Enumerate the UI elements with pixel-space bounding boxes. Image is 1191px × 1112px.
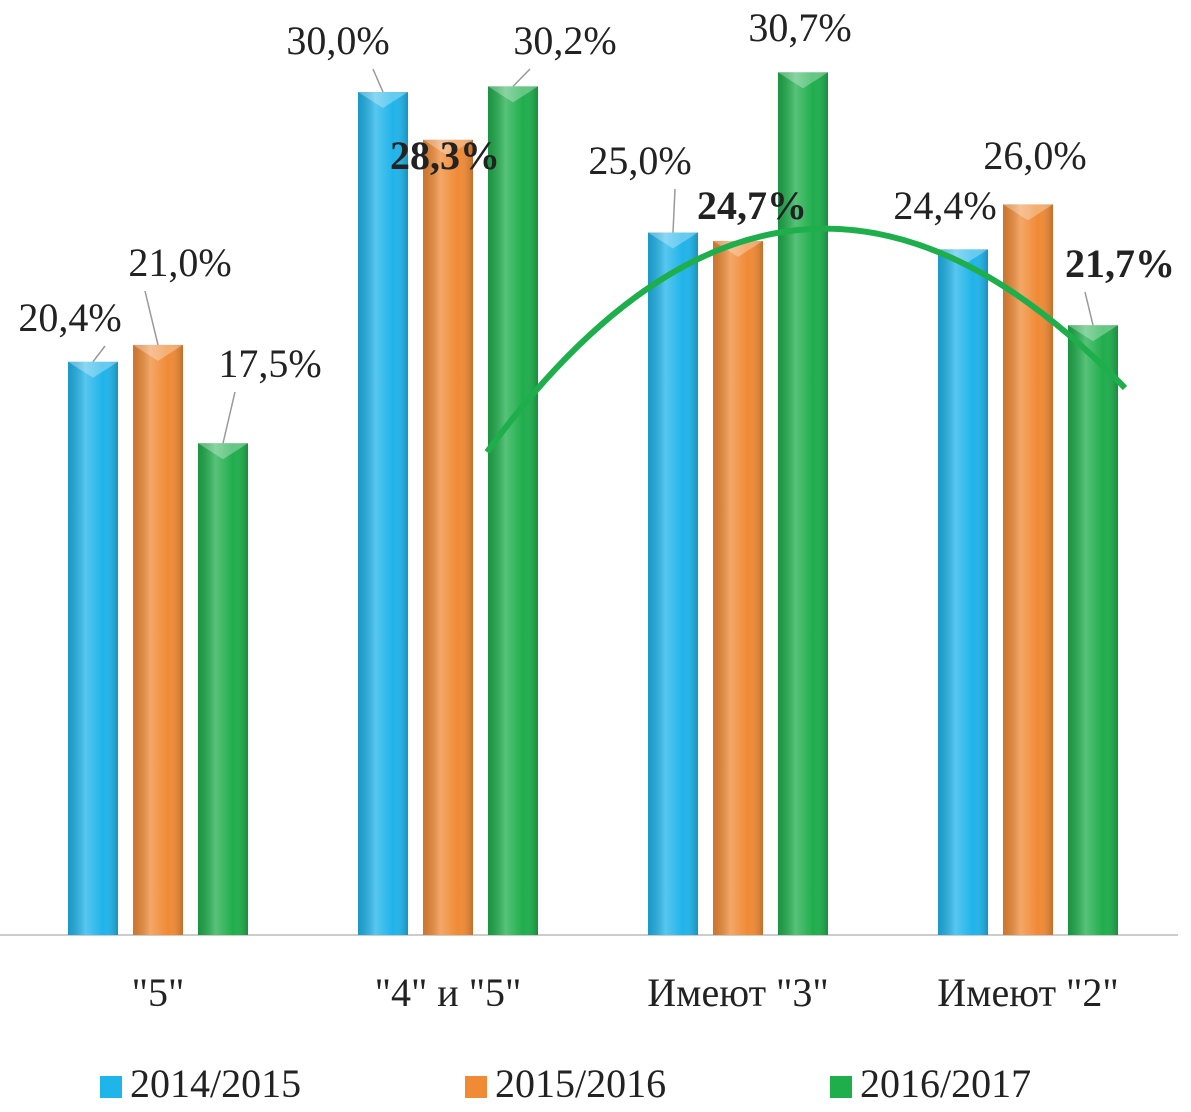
- bar-shine: [133, 344, 183, 935]
- data-label: 24,4%: [893, 183, 996, 228]
- bar-shine: [488, 86, 538, 935]
- leader-line: [1084, 291, 1094, 326]
- bar-cap: [1003, 204, 1053, 221]
- bar-shine: [198, 443, 248, 935]
- bar-shine: [778, 72, 828, 935]
- data-label: 24,7%: [697, 183, 807, 228]
- bar-shine: [713, 240, 763, 935]
- bar-cap: [198, 443, 248, 460]
- data-label: 30,0%: [286, 18, 389, 63]
- bar-shine: [1003, 204, 1053, 935]
- x-tick-label: Имеют "3": [647, 970, 828, 1015]
- bar-shine: [648, 232, 698, 935]
- leader-line: [222, 391, 236, 444]
- leader-line: [372, 68, 384, 93]
- data-label: 20,4%: [18, 295, 121, 340]
- bar-cap: [68, 361, 118, 378]
- leader-line: [144, 290, 159, 346]
- leader-line: [512, 68, 531, 87]
- bar-cap: [648, 232, 698, 249]
- trend-line: [484, 225, 1128, 454]
- legend-label: 2016/2017: [860, 1061, 1031, 1106]
- bar-cap: [778, 72, 828, 89]
- bar-cap: [423, 139, 473, 156]
- bar-shine: [938, 249, 988, 936]
- x-tick-label: "5": [132, 970, 185, 1015]
- bar-cap: [358, 92, 408, 108]
- bar-shine: [68, 361, 118, 935]
- data-label: 21,0%: [128, 240, 231, 285]
- legend-label: 2015/2016: [495, 1061, 666, 1106]
- data-label: 21,7%: [1065, 241, 1175, 286]
- bar-shine: [358, 92, 408, 935]
- data-label: 30,7%: [748, 5, 851, 50]
- x-tick-label: Имеют "2": [937, 970, 1118, 1015]
- labels: 20,4% 30,0% 25,0% 24,4% 21,0% 28,3% 24,7% 26,0%…: [18, 5, 1175, 1106]
- bar-cap: [1068, 325, 1118, 342]
- data-label: 17,5%: [218, 341, 321, 386]
- bar-shine: [423, 139, 473, 935]
- bar-cap: [133, 344, 183, 361]
- data-label: 25,0%: [588, 138, 691, 183]
- bar-cap: [938, 249, 988, 266]
- data-label: 26,0%: [983, 133, 1086, 178]
- legend-swatch: [100, 1076, 122, 1098]
- x-tick-label: "4" и "5": [375, 970, 522, 1015]
- bars: [68, 72, 1118, 936]
- data-label: 30,2%: [513, 18, 616, 63]
- leader-line: [672, 188, 676, 233]
- legend-label: 2014/2015: [130, 1061, 301, 1106]
- data-label: 28,3%: [390, 133, 500, 178]
- bar-cap: [488, 86, 538, 103]
- legend-swatch: [465, 1076, 487, 1098]
- bar-shine: [1068, 325, 1118, 936]
- leader-line: [92, 345, 106, 363]
- legend-swatch: [830, 1076, 852, 1098]
